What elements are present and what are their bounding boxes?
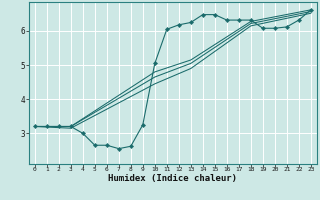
X-axis label: Humidex (Indice chaleur): Humidex (Indice chaleur) — [108, 174, 237, 183]
